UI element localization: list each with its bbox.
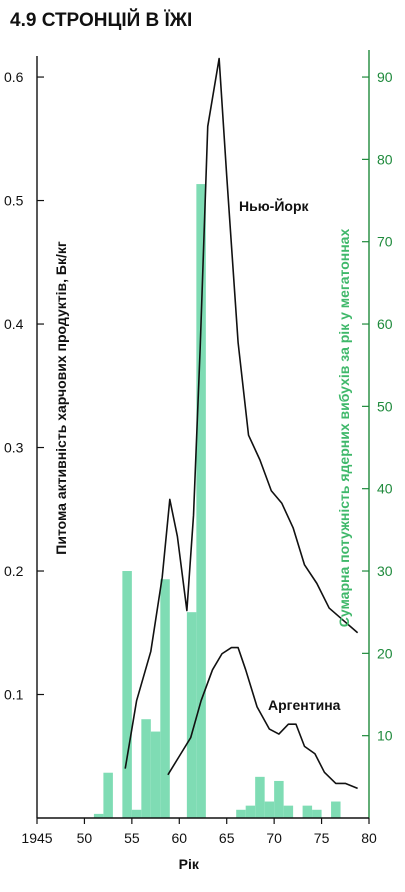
left-y-tick-label: 0.2 — [4, 563, 24, 579]
right-y-tick-label: 70 — [377, 234, 393, 250]
left-y-ticks: 0.1 0.2 0.3 0.4 0.5 0.6 — [4, 69, 44, 703]
bar-1956.5 — [141, 719, 151, 818]
right-y-tick-label: 80 — [377, 151, 393, 167]
bar-1967.5 — [245, 805, 256, 818]
right-y-tick-label: 40 — [377, 481, 393, 497]
bar-1957.5 — [150, 731, 161, 818]
strontium-lines — [124, 57, 359, 790]
bar-1974.5 — [312, 809, 322, 818]
bar-1973.5 — [302, 805, 313, 818]
x-tick-label: 50 — [77, 830, 93, 846]
right-axis-label: Сумарна потужність ядерних вибухів за рі… — [336, 229, 352, 628]
right-y-tick-label: 30 — [377, 563, 393, 579]
x-tick-label: 75 — [314, 830, 330, 846]
x-tick-label: 65 — [219, 830, 235, 846]
right-y-tick-label: 10 — [377, 728, 393, 744]
right-y-ticks: 10 20 30 40 50 60 70 80 90 — [362, 69, 393, 744]
x-tick-label: 80 — [361, 830, 377, 846]
bar-1962.3 — [196, 184, 206, 818]
series-label-new-york: Нью-Йорк — [239, 197, 310, 214]
left-y-tick-label: 0.6 — [4, 69, 24, 85]
right-y-tick-label: 20 — [377, 645, 393, 661]
bar-1954.5 — [122, 571, 132, 818]
bar-1976.5 — [331, 801, 341, 818]
bar-1969.5 — [264, 801, 275, 818]
bar-1970.5 — [274, 780, 284, 818]
bar-1968.5 — [255, 776, 265, 818]
bar-1951.5 — [93, 813, 104, 818]
right-y-tick-label: 60 — [377, 316, 393, 332]
series-label-argentina: Аргентина — [268, 697, 341, 713]
left-axis-label: Питома активність харчових продуктів, Бк… — [53, 241, 69, 555]
chart-title: 4.9 СТРОНЦІЙ В ЇЖІ — [10, 9, 192, 31]
x-ticks: 1945 50 55 60 65 70 75 80 — [21, 818, 377, 846]
explosion-yield-bars — [93, 184, 341, 818]
x-tick-label: 55 — [124, 830, 140, 846]
left-y-tick-label: 0.3 — [4, 440, 24, 456]
bar-1958.5 — [160, 579, 170, 818]
x-tick-label: 60 — [171, 830, 187, 846]
series-line-new-york — [124, 57, 359, 769]
bar-1966.5 — [236, 809, 246, 818]
x-tick-label: 70 — [266, 830, 282, 846]
bar-1952.5 — [103, 772, 113, 818]
bar-1961.3 — [186, 612, 197, 818]
right-y-tick-label: 90 — [377, 69, 393, 85]
bar-1955.5 — [131, 809, 142, 818]
left-y-tick-label: 0.4 — [4, 316, 24, 332]
bar-1971.5 — [283, 805, 294, 818]
left-y-tick-label: 0.1 — [4, 687, 24, 703]
x-tick-label: 1945 — [21, 830, 52, 846]
x-axis-label: Рік — [179, 856, 200, 872]
left-y-tick-label: 0.5 — [4, 193, 24, 209]
series-line-argentina — [167, 646, 358, 790]
right-y-tick-label: 50 — [377, 398, 393, 414]
